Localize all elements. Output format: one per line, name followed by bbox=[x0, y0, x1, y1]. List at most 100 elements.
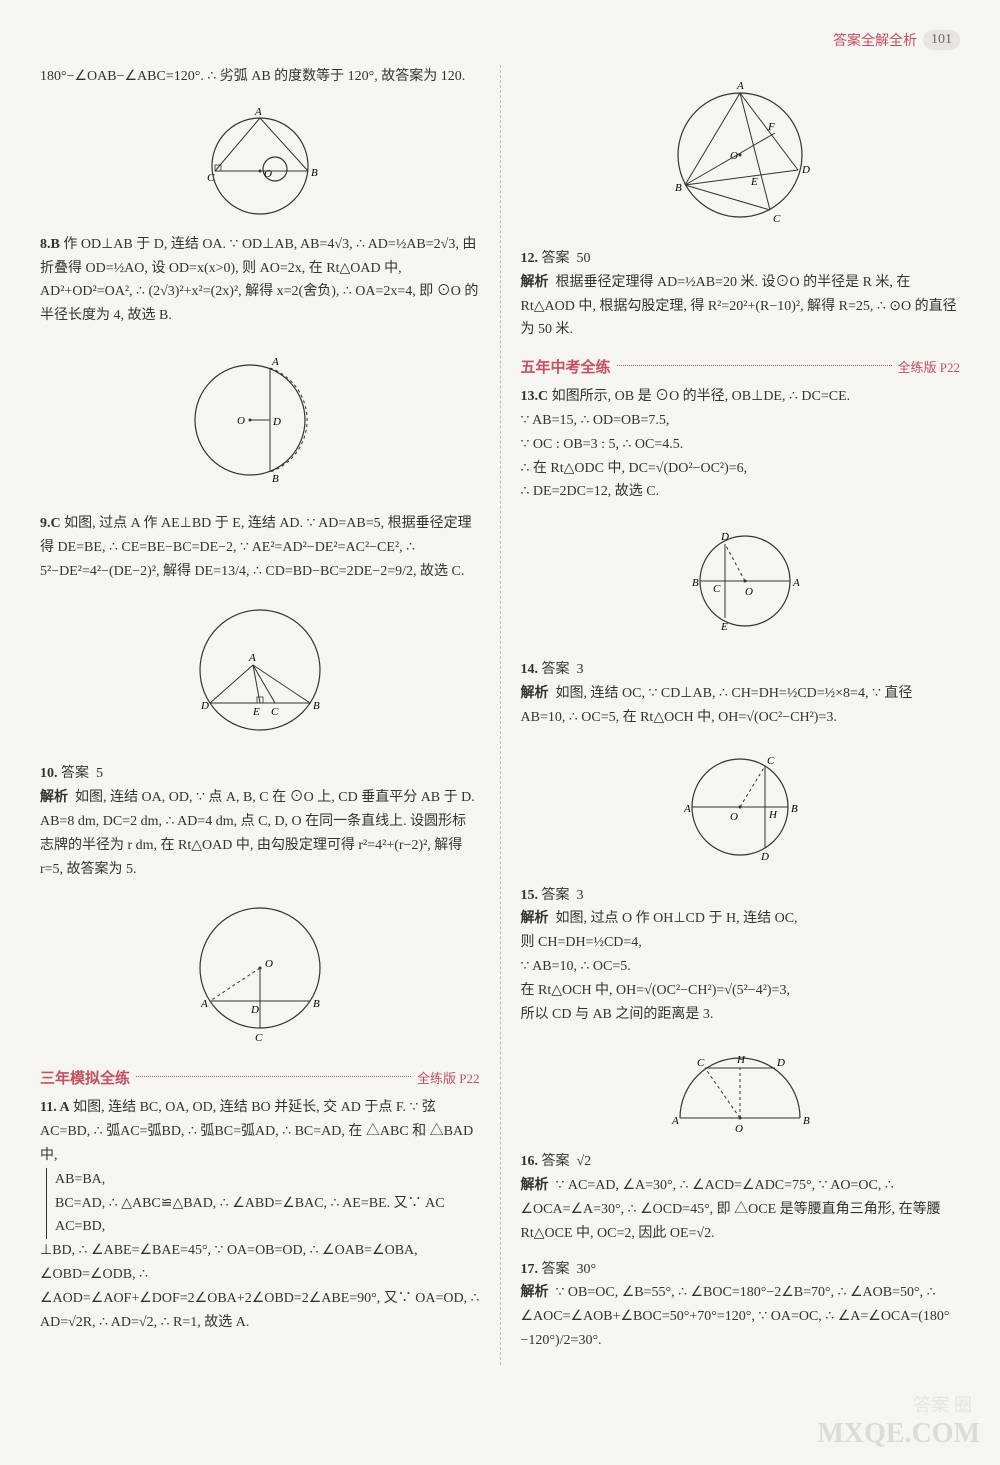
q15-label: 15. bbox=[521, 888, 539, 903]
q13-l3: ∵ OC : OB=3 : 5, ∴ OC=4.5. bbox=[521, 437, 684, 452]
q11-label: 11. A bbox=[40, 1100, 70, 1115]
right-column: O A B C D E F 12. 答案 50 bbox=[500, 65, 961, 1365]
q10-ans: 5 bbox=[96, 766, 103, 781]
svg-text:C: C bbox=[255, 1032, 263, 1044]
figure-q14: O A B C H D bbox=[521, 742, 961, 872]
q15-l1: 如图, 过点 O 作 OH⊥CD 于 H, 连结 OC, bbox=[556, 911, 798, 926]
q13-l4: ∴ 在 Rt△ODC 中, DC=√(DO²−OC²)=6, bbox=[521, 461, 748, 476]
q17-ans-label: 答案 bbox=[542, 1262, 570, 1277]
q14-explain-label: 解析 bbox=[521, 686, 549, 701]
svg-text:O: O bbox=[730, 150, 738, 162]
svg-text:C: C bbox=[713, 583, 721, 595]
svg-text:A: A bbox=[683, 803, 691, 815]
q8: 8.B 作 OD⊥AB 于 D, 连结 OA. ∵ OD⊥AB, AB=4√3,… bbox=[40, 233, 480, 328]
section-dots bbox=[136, 1076, 411, 1077]
svg-text:A: A bbox=[792, 577, 800, 589]
left-column: 180°−∠OAB−∠ABC=120°. ∴ 劣弧 AB 的度数等于 120°,… bbox=[40, 65, 480, 1365]
q9: 9.C 如图, 过点 A 作 AE⊥BD 于 E, 连结 AD. ∵ AD=AB… bbox=[40, 512, 480, 583]
section-1-page: 全练版 P22 bbox=[417, 1068, 479, 1087]
q8-label: 8.B bbox=[40, 237, 60, 252]
q17-text: ∵ OB=OC, ∠B=55°, ∴ ∠BOC=180°−2∠B=70°, ∴ … bbox=[521, 1285, 950, 1348]
q15-l5: 所以 CD 与 AB 之间的距离是 3. bbox=[521, 1007, 714, 1022]
q13-label: 13.C bbox=[521, 389, 549, 404]
svg-text:H: H bbox=[736, 1054, 746, 1066]
svg-text:B: B bbox=[692, 577, 699, 589]
figure-q11: O A B C D E F bbox=[521, 75, 961, 235]
q15: 15. 答案 3 解析 如图, 过点 O 作 OH⊥CD 于 H, 连结 OC,… bbox=[521, 884, 961, 1027]
q16: 16. 答案 √2 解析 ∵ AC=AD, ∠A=30°, ∴ ∠ACD=∠AD… bbox=[521, 1150, 961, 1245]
svg-text:B: B bbox=[675, 182, 682, 194]
svg-text:O: O bbox=[237, 415, 245, 427]
svg-text:D: D bbox=[776, 1057, 785, 1069]
svg-text:E: E bbox=[252, 706, 260, 718]
q14: 14. 答案 3 解析 如图, 连结 OC, ∵ CD⊥AB, ∴ CH=DH=… bbox=[521, 658, 961, 729]
svg-text:D: D bbox=[801, 164, 810, 176]
svg-text:A: A bbox=[200, 998, 208, 1010]
svg-text:O: O bbox=[730, 811, 738, 823]
q14-text: 如图, 连结 OC, ∵ CD⊥AB, ∴ CH=DH=½CD=½×8=4, ∵… bbox=[521, 686, 913, 725]
q13: 13.C 如图所示, OB 是 ⊙O 的半径, OB⊥DE, ∴ DC=CE. … bbox=[521, 385, 961, 504]
q15-explain-label: 解析 bbox=[521, 911, 549, 926]
svg-text:O: O bbox=[735, 1123, 743, 1135]
q17-ans: 30° bbox=[577, 1262, 597, 1277]
q15-l2: 则 CH=DH=½CD=4, bbox=[521, 935, 642, 950]
svg-text:A: A bbox=[271, 356, 279, 368]
svg-text:H: H bbox=[768, 809, 778, 821]
q10-label: 10. bbox=[40, 766, 58, 781]
svg-text:D: D bbox=[720, 531, 729, 543]
q14-label: 14. bbox=[521, 662, 539, 677]
q16-label: 16. bbox=[521, 1154, 539, 1169]
svg-text:C: C bbox=[773, 213, 781, 225]
q9-text: 如图, 过点 A 作 AE⊥BD 于 E, 连结 AD. ∵ AD=AB=5, … bbox=[40, 516, 472, 579]
q15-l3: ∵ AB=10, ∴ OC=5. bbox=[521, 959, 631, 974]
q10: 10. 答案 5 解析 如图, 连结 OA, OD, ∵ 点 A, B, C 在… bbox=[40, 762, 480, 881]
q17-label: 17. bbox=[521, 1262, 539, 1277]
q11-text: 如图, 连结 BC, OA, OD, 连结 BO 并延长, 交 AD 于点 F.… bbox=[40, 1100, 473, 1163]
watermark-logo: 答案 圈 bbox=[914, 1391, 973, 1417]
q8-text: 作 OD⊥AB 于 D, 连结 OA. ∵ OD⊥AB, AB=4√3, ∴ A… bbox=[40, 237, 478, 323]
q11-brace3: AC=BD, bbox=[55, 1215, 480, 1239]
figure-q10: O A D B C bbox=[40, 893, 480, 1053]
intro-text: 180°−∠OAB−∠ABC=120°. ∴ 劣弧 AB 的度数等于 120°,… bbox=[40, 65, 480, 89]
svg-text:A: A bbox=[248, 652, 256, 664]
q10-explain-label: 解析 bbox=[40, 790, 68, 805]
svg-text:D: D bbox=[250, 1004, 259, 1016]
svg-text:B: B bbox=[791, 803, 798, 815]
svg-text:B: B bbox=[311, 167, 318, 179]
q11-brace2: BC=AD, ∴ △ABC≌△BAD, ∴ ∠ABD=∠BAC, ∴ AE=BE… bbox=[55, 1192, 480, 1216]
q11-brace1: AB=BA, bbox=[55, 1168, 480, 1192]
q15-ans-label: 答案 bbox=[542, 888, 570, 903]
figure-q13: O B A D C E bbox=[521, 516, 961, 646]
section-dots-2 bbox=[617, 365, 892, 366]
q14-ans: 3 bbox=[577, 662, 584, 677]
section-1-title: 三年模拟全练 bbox=[40, 1067, 130, 1088]
svg-text:B: B bbox=[313, 700, 320, 712]
section-2-title: 五年中考全练 bbox=[521, 356, 611, 377]
svg-text:D: D bbox=[760, 851, 769, 863]
q16-text: ∵ AC=AD, ∠A=30°, ∴ ∠ACD=∠ADC=75°, ∵ AO=O… bbox=[521, 1178, 941, 1241]
svg-text:B: B bbox=[313, 998, 320, 1010]
q12-explain-label: 解析 bbox=[521, 275, 549, 290]
svg-text:E: E bbox=[720, 621, 728, 633]
q12-label: 12. bbox=[521, 251, 539, 266]
q10-ans-label: 答案 bbox=[61, 766, 89, 781]
page-header: 答案全解全析 101 bbox=[40, 30, 960, 50]
svg-text:C: C bbox=[271, 706, 279, 718]
q11-brace: AB=BA, BC=AD, ∴ △ABC≌△BAD, ∴ ∠ABD=∠BAC, … bbox=[46, 1168, 480, 1239]
svg-text:O: O bbox=[264, 168, 272, 180]
q16-ans: √2 bbox=[577, 1154, 592, 1169]
q15-ans: 3 bbox=[577, 888, 584, 903]
svg-text:O: O bbox=[265, 958, 273, 970]
q13-l2: ∵ AB=15, ∴ OD=OB=7.5, bbox=[521, 413, 670, 428]
q17-explain-label: 解析 bbox=[521, 1285, 549, 1300]
svg-text:C: C bbox=[207, 172, 215, 184]
q14-ans-label: 答案 bbox=[542, 662, 570, 677]
svg-text:B: B bbox=[803, 1115, 810, 1127]
q16-explain-label: 解析 bbox=[521, 1178, 549, 1193]
svg-text:D: D bbox=[272, 416, 281, 428]
svg-text:O: O bbox=[745, 586, 753, 598]
section-2: 五年中考全练 全练版 P22 bbox=[521, 356, 961, 377]
q11-text2: ⊥BD, ∴ ∠ABE=∠BAE=45°, ∵ OA=OB=OD, ∴ ∠OAB… bbox=[40, 1243, 479, 1329]
figure-q15: A B O C D H bbox=[521, 1038, 961, 1138]
svg-text:B: B bbox=[272, 473, 279, 485]
